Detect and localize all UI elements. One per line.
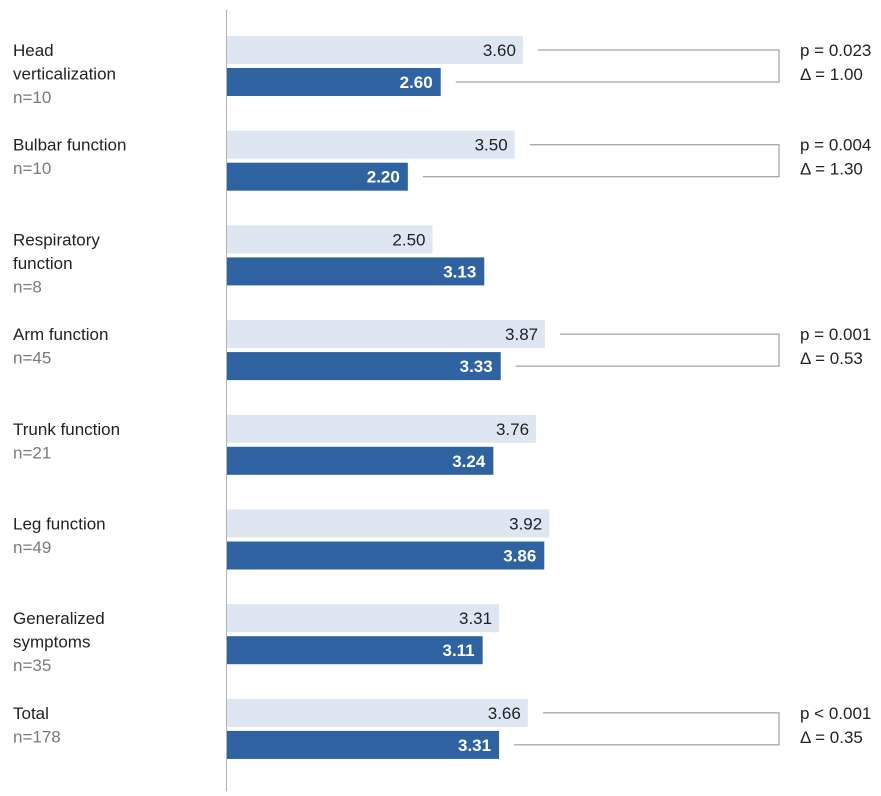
significance-bracket <box>514 712 780 746</box>
bar-series-a <box>227 130 515 159</box>
data-label-series-b: 3.13 <box>443 262 476 281</box>
bar-series-a <box>227 509 550 538</box>
category-n-label: n=35 <box>13 656 51 675</box>
data-label-series-b: 3.86 <box>503 547 536 566</box>
bar-series-b <box>227 68 441 96</box>
bar-series-b <box>227 162 408 191</box>
p-value-annotation: p = 0.001 <box>800 325 871 344</box>
category-label: Bulbar function <box>13 136 126 155</box>
data-label-series-a: 3.87 <box>505 325 538 344</box>
data-label-series-a: 3.66 <box>488 704 521 723</box>
data-label-series-a: 3.50 <box>475 136 508 155</box>
bar-series-b <box>227 636 483 665</box>
category-n-label: n=45 <box>13 349 51 368</box>
bar-series-a <box>227 414 537 443</box>
data-label-series-a: 3.60 <box>483 41 516 60</box>
data-label-series-b: 3.31 <box>458 736 491 755</box>
data-label-series-a: 2.50 <box>392 230 425 249</box>
bar-series-b <box>227 257 485 286</box>
bar-series-b <box>227 541 545 570</box>
bar-series-a <box>227 225 433 254</box>
delta-annotation: Δ = 0.35 <box>800 728 863 747</box>
data-label-series-b: 2.20 <box>367 168 400 187</box>
category-n-label: n=21 <box>13 443 51 462</box>
data-label-series-a: 3.31 <box>459 609 492 628</box>
data-label-series-b: 3.24 <box>452 452 486 471</box>
category-label: Respiratory <box>13 230 100 249</box>
data-label-series-b: 2.60 <box>400 73 433 92</box>
category-label: function <box>13 254 73 273</box>
delta-annotation: Δ = 1.30 <box>800 160 863 179</box>
significance-bracket <box>422 144 780 178</box>
p-value-annotation: p = 0.023 <box>800 41 871 60</box>
bar-series-a <box>227 604 500 633</box>
p-value-annotation: p = 0.004 <box>800 136 871 155</box>
bar-series-a <box>227 320 546 349</box>
category-n-label: n=49 <box>13 538 51 557</box>
delta-annotation: Δ = 0.53 <box>800 349 863 368</box>
bar-series-b <box>227 352 501 381</box>
category-label: Head <box>13 41 54 60</box>
data-label-series-b: 3.11 <box>442 641 474 660</box>
bar-series-b <box>227 446 494 475</box>
bar-series-b <box>227 730 500 759</box>
category-label: symptoms <box>13 633 90 652</box>
data-label-series-a: 3.76 <box>496 420 529 439</box>
category-label: Generalized <box>13 609 105 628</box>
category-label: Arm function <box>13 325 108 344</box>
p-value-annotation: p < 0.001 <box>800 704 871 723</box>
category-n-label: n=8 <box>13 277 42 296</box>
bar-series-a <box>227 36 523 64</box>
significance-bracket <box>455 49 780 83</box>
data-label-series-a: 3.92 <box>509 515 542 534</box>
category-label: Leg function <box>13 515 106 534</box>
significance-bracket <box>515 333 780 367</box>
bar-series-a <box>227 698 528 727</box>
category-n-label: n=10 <box>13 159 51 178</box>
category-label: Total <box>13 704 49 723</box>
category-label: verticalization <box>13 65 116 84</box>
delta-annotation: Δ = 1.00 <box>800 65 863 84</box>
category-n-label: n=10 <box>13 88 51 107</box>
category-label: Trunk function <box>13 420 120 439</box>
category-n-label: n=178 <box>13 727 61 746</box>
data-label-series-b: 3.33 <box>460 357 493 376</box>
